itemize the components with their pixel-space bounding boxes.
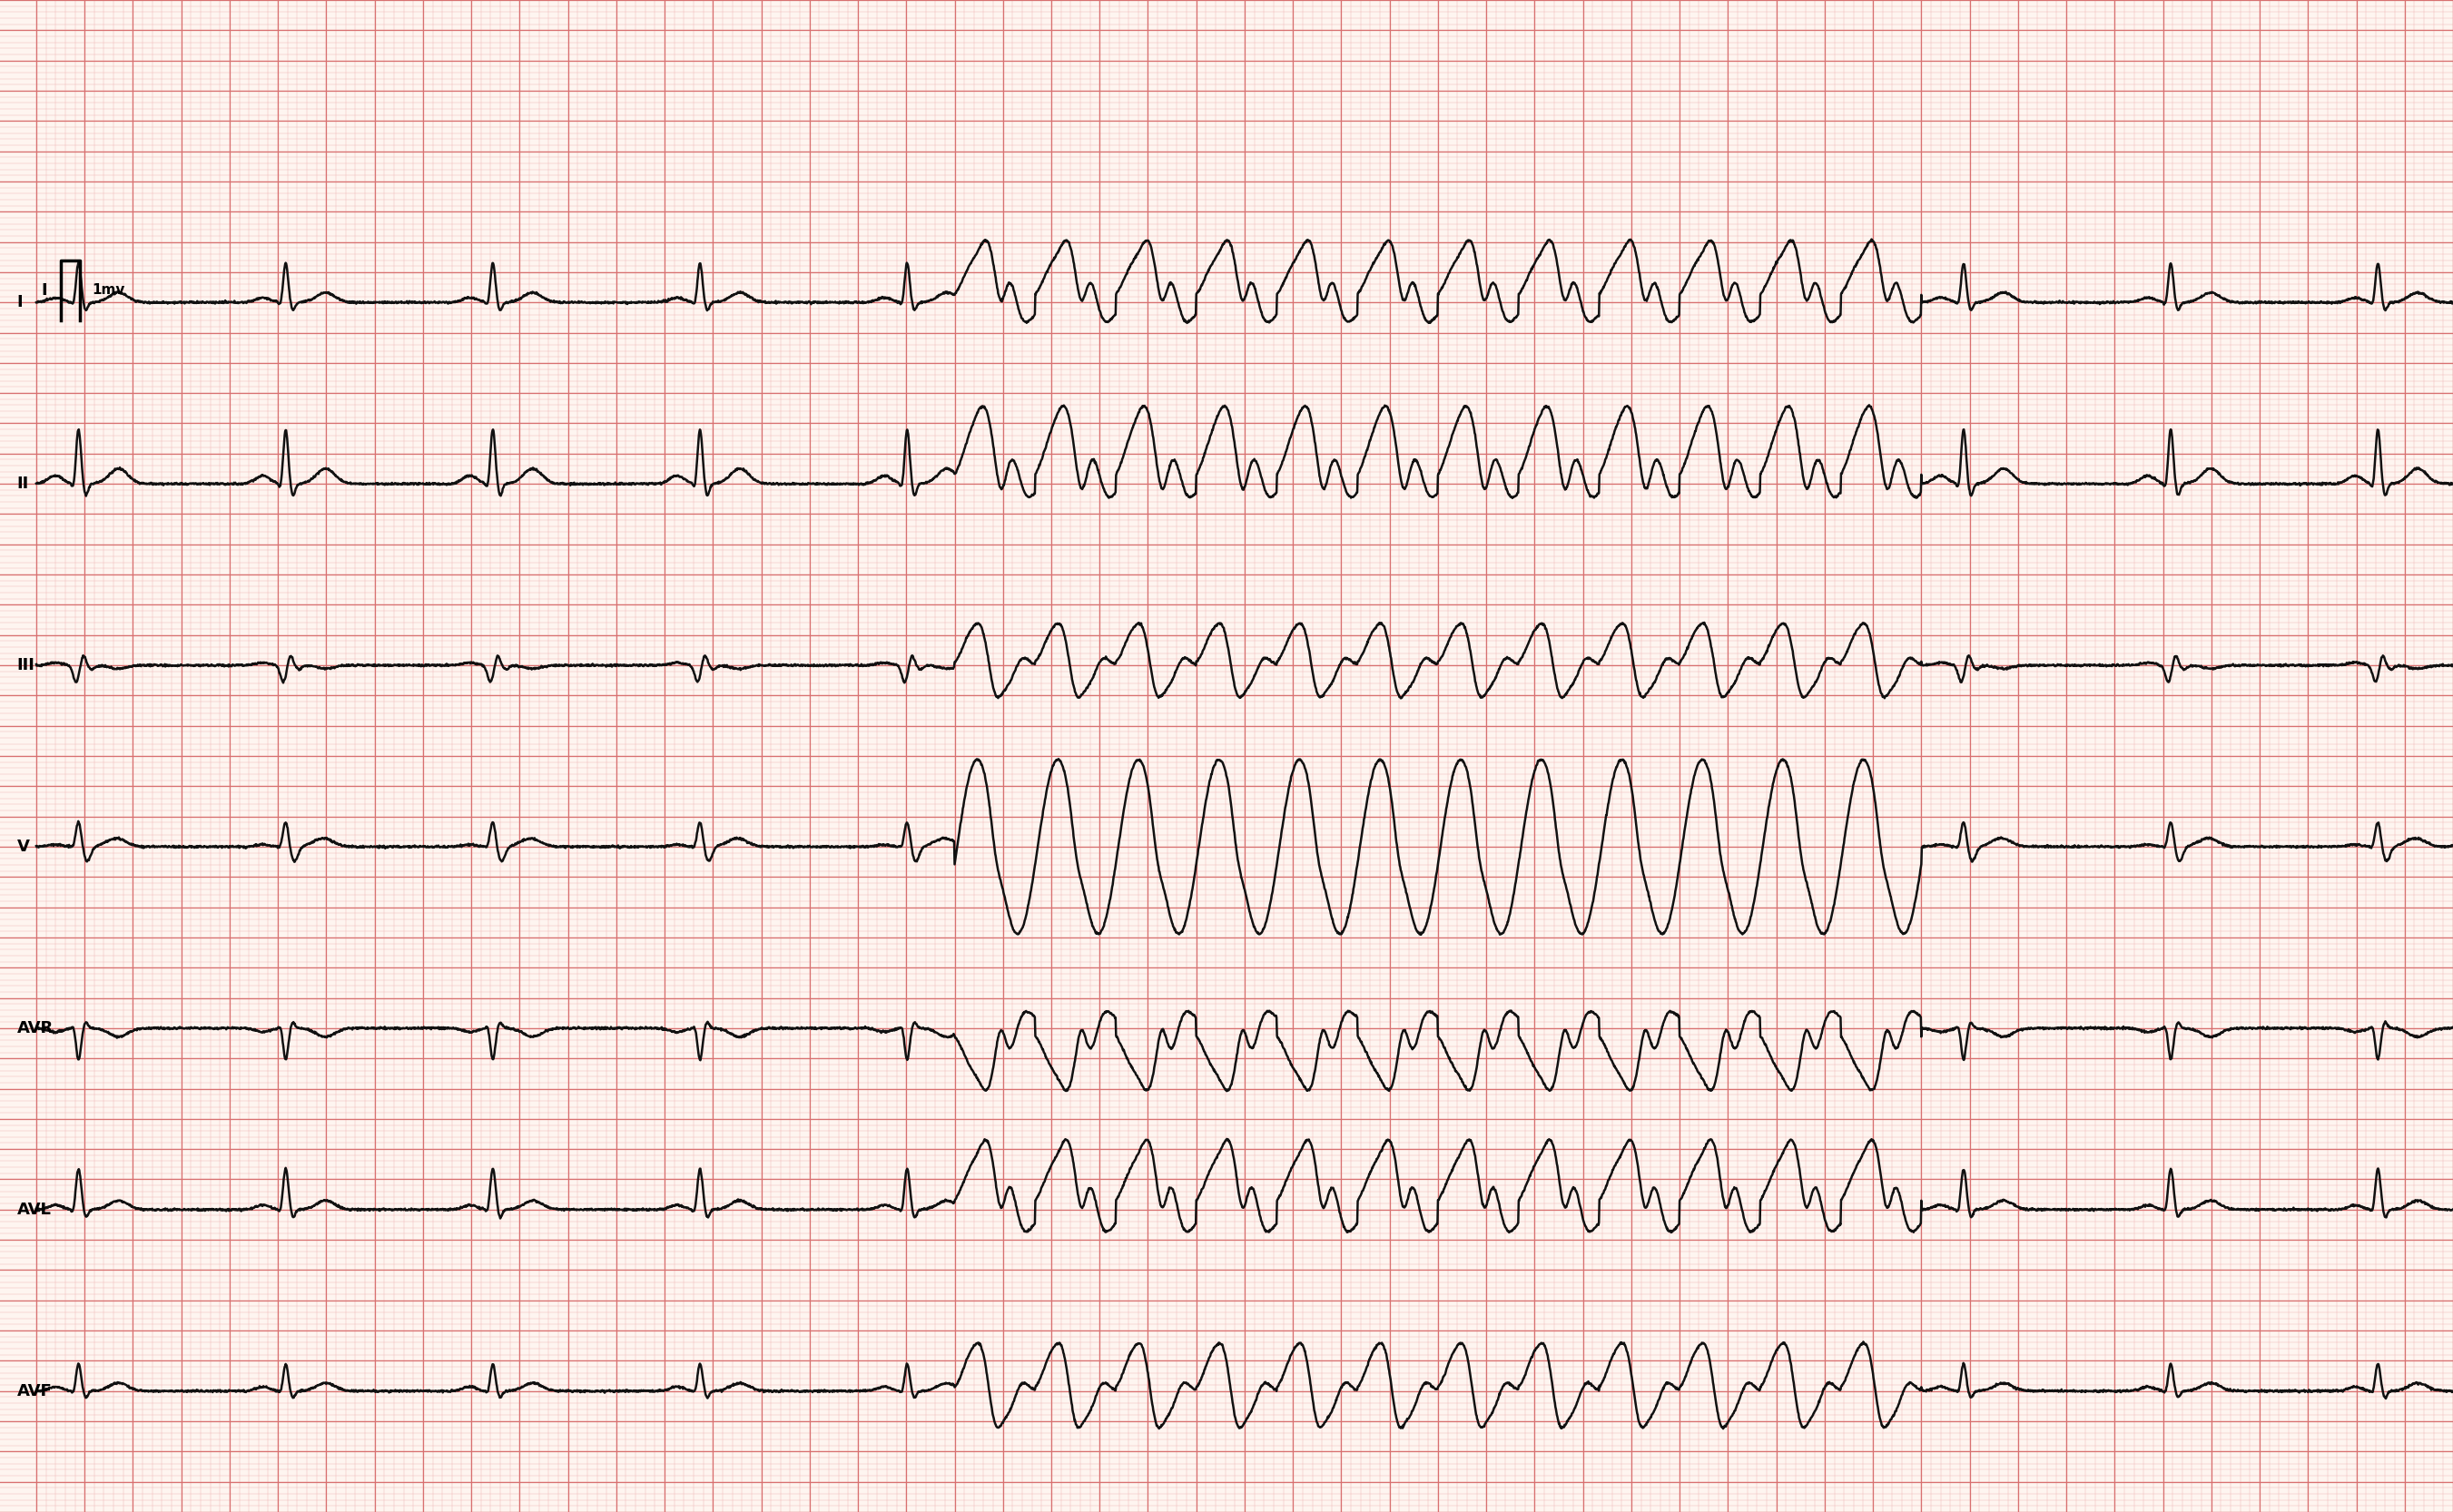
- Text: II: II: [17, 476, 29, 491]
- Text: V: V: [17, 839, 29, 854]
- Text: 1mv: 1mv: [91, 283, 125, 298]
- Text: III: III: [17, 658, 34, 673]
- Text: AVR: AVR: [17, 1021, 54, 1036]
- Text: I: I: [42, 283, 47, 298]
- Text: AVF: AVF: [17, 1383, 52, 1399]
- Text: I: I: [17, 295, 22, 310]
- Text: AVL: AVL: [17, 1202, 52, 1217]
